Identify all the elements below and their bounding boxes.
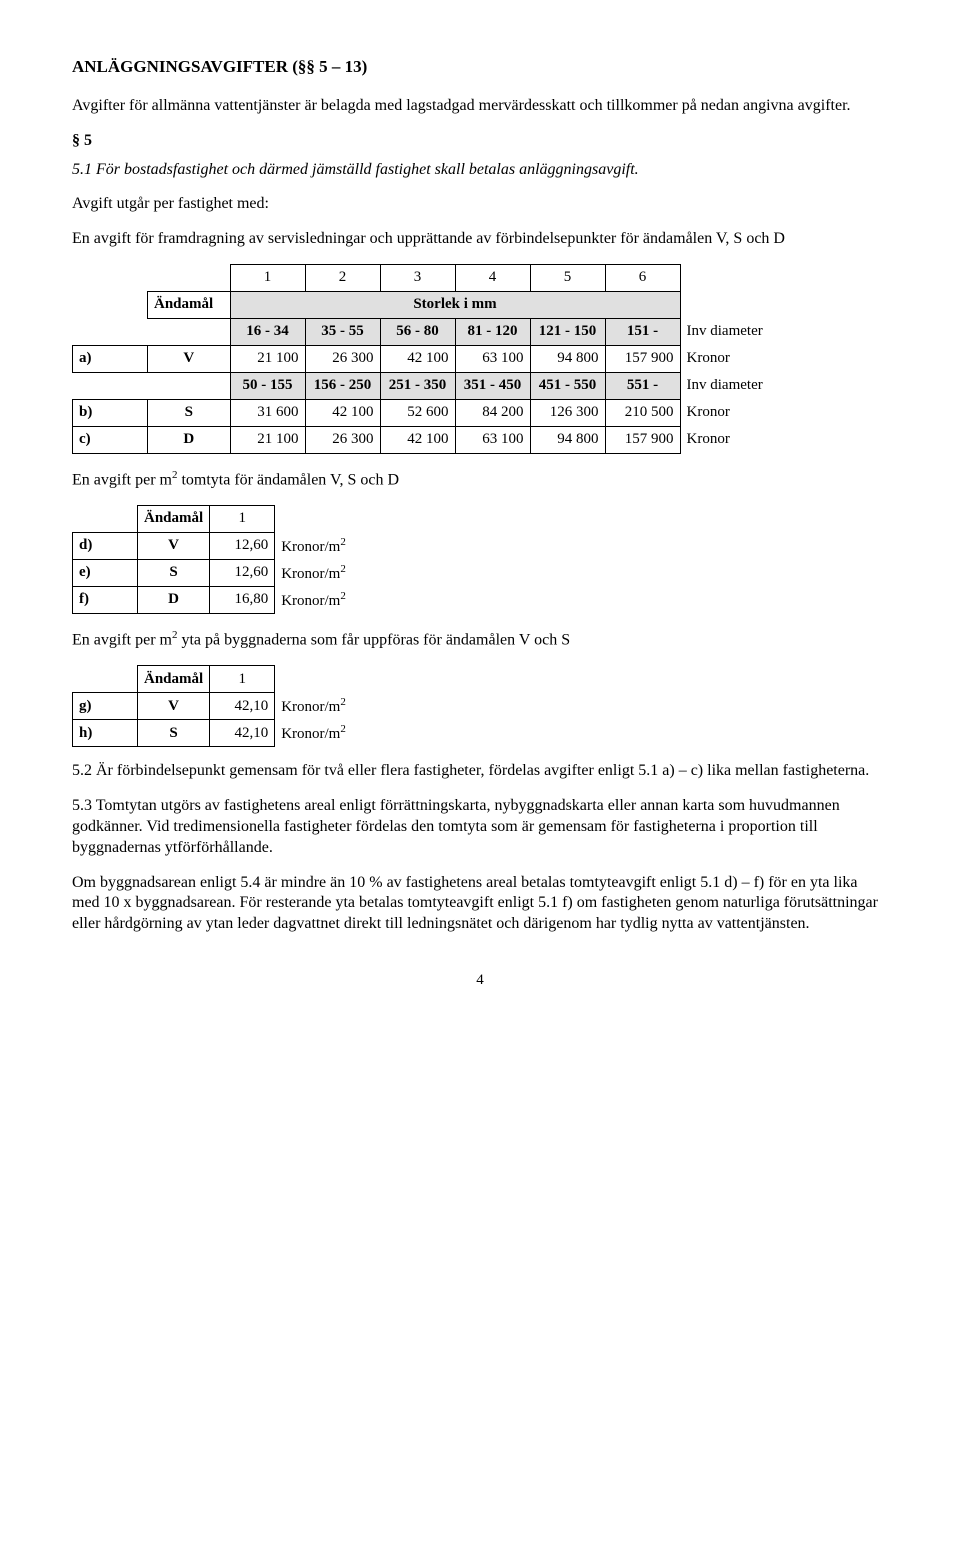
col-3: 3 bbox=[380, 265, 455, 292]
col-1: 1 bbox=[230, 265, 305, 292]
en-avgift-3: En avgift per m2 yta på byggnaderna som … bbox=[72, 628, 888, 651]
range-cell: 351 - 450 bbox=[455, 373, 530, 400]
col-2: 2 bbox=[305, 265, 380, 292]
range-cell: 50 - 155 bbox=[230, 373, 305, 400]
cell: 12,60 bbox=[210, 533, 275, 560]
range-cell: 81 - 120 bbox=[455, 319, 530, 346]
row-purpose: V bbox=[138, 693, 210, 720]
range-cell: 551 - bbox=[605, 373, 680, 400]
cell: 157 900 bbox=[605, 346, 680, 373]
range-cell: 16 - 34 bbox=[230, 319, 305, 346]
cell: 42,10 bbox=[210, 720, 275, 747]
row-purpose: S bbox=[138, 560, 210, 587]
andamal-header: Ändamål bbox=[148, 292, 231, 319]
cell: 21 100 bbox=[230, 427, 305, 454]
cell: 42 100 bbox=[380, 427, 455, 454]
row-purpose: S bbox=[138, 720, 210, 747]
unit: Kronor/m2 bbox=[275, 587, 353, 614]
cell: 42 100 bbox=[305, 400, 380, 427]
andamal-header: Ändamål bbox=[138, 506, 210, 533]
cell: 126 300 bbox=[530, 400, 605, 427]
row-label: g) bbox=[73, 693, 138, 720]
unit-kronor: Kronor bbox=[680, 427, 783, 454]
cell: 63 100 bbox=[455, 346, 530, 373]
row-label: d) bbox=[73, 533, 138, 560]
avgift-intro: Avgift utgår per fastighet med: bbox=[72, 194, 888, 215]
cell: 16,80 bbox=[210, 587, 275, 614]
inv-diameter: Inv diameter bbox=[680, 319, 783, 346]
col-6: 6 bbox=[605, 265, 680, 292]
row-label: f) bbox=[73, 587, 138, 614]
cell: 31 600 bbox=[230, 400, 305, 427]
inv-diameter: Inv diameter bbox=[680, 373, 783, 400]
unit: Kronor/m2 bbox=[275, 720, 353, 747]
row-purpose: V bbox=[138, 533, 210, 560]
cell: 12,60 bbox=[210, 560, 275, 587]
range-cell: 451 - 550 bbox=[530, 373, 605, 400]
main-heading: ANLÄGGNINGSAVGIFTER (§§ 5 – 13) bbox=[72, 56, 888, 78]
col-4: 4 bbox=[455, 265, 530, 292]
cell: 21 100 bbox=[230, 346, 305, 373]
unit-kronor: Kronor bbox=[680, 346, 783, 373]
unit: Kronor/m2 bbox=[275, 693, 353, 720]
section-5: § 5 bbox=[72, 131, 888, 152]
row-label: b) bbox=[73, 400, 148, 427]
page-number: 4 bbox=[72, 971, 888, 991]
unit: Kronor/m2 bbox=[275, 533, 353, 560]
col-1: 1 bbox=[210, 506, 275, 533]
row-purpose: V bbox=[148, 346, 231, 373]
cell: 26 300 bbox=[305, 346, 380, 373]
unit: Kronor/m2 bbox=[275, 560, 353, 587]
cell: 63 100 bbox=[455, 427, 530, 454]
cell: 26 300 bbox=[305, 427, 380, 454]
en-avgift-2: En avgift per m2 tomtyta för ändamålen V… bbox=[72, 468, 888, 491]
range-cell: 35 - 55 bbox=[305, 319, 380, 346]
range-cell: 251 - 350 bbox=[380, 373, 455, 400]
range-cell: 151 - bbox=[605, 319, 680, 346]
cell: 52 600 bbox=[380, 400, 455, 427]
cell: 210 500 bbox=[605, 400, 680, 427]
table-tomtyta: Ändamål 1 d) V 12,60 Kronor/m2 e) S 12,6… bbox=[72, 505, 353, 614]
cell: 84 200 bbox=[455, 400, 530, 427]
row-label: e) bbox=[73, 560, 138, 587]
cell: 157 900 bbox=[605, 427, 680, 454]
row-purpose: S bbox=[148, 400, 231, 427]
row-label: h) bbox=[73, 720, 138, 747]
table-storlek: 1 2 3 4 5 6 Ändamål Storlek i mm 16 - 34… bbox=[72, 264, 783, 454]
col-1: 1 bbox=[210, 666, 275, 693]
cell: 42,10 bbox=[210, 693, 275, 720]
cell: 42 100 bbox=[380, 346, 455, 373]
cell: 94 800 bbox=[530, 427, 605, 454]
range-cell: 56 - 80 bbox=[380, 319, 455, 346]
row-purpose: D bbox=[148, 427, 231, 454]
col-5: 5 bbox=[530, 265, 605, 292]
table-byggnader: Ändamål 1 g) V 42,10 Kronor/m2 h) S 42,1… bbox=[72, 665, 353, 747]
storlek-header: Storlek i mm bbox=[230, 292, 680, 319]
andamal-header: Ändamål bbox=[138, 666, 210, 693]
row-label: a) bbox=[73, 346, 148, 373]
intro-paragraph: Avgifter för allmänna vattentjänster är … bbox=[72, 96, 888, 117]
para-5-3: 5.3 Tomtytan utgörs av fastighetens area… bbox=[72, 796, 888, 858]
range-cell: 121 - 150 bbox=[530, 319, 605, 346]
en-avgift-1: En avgift för framdragning av servisledn… bbox=[72, 229, 888, 250]
para-5-1: 5.1 För bostadsfastighet och därmed jäms… bbox=[72, 161, 639, 178]
range-cell: 156 - 250 bbox=[305, 373, 380, 400]
para-5-4: Om byggnadsarean enligt 5.4 är mindre än… bbox=[72, 873, 888, 935]
row-label: c) bbox=[73, 427, 148, 454]
cell: 94 800 bbox=[530, 346, 605, 373]
unit-kronor: Kronor bbox=[680, 400, 783, 427]
row-purpose: D bbox=[138, 587, 210, 614]
para-5-2: 5.2 Är förbindelsepunkt gemensam för två… bbox=[72, 761, 888, 782]
